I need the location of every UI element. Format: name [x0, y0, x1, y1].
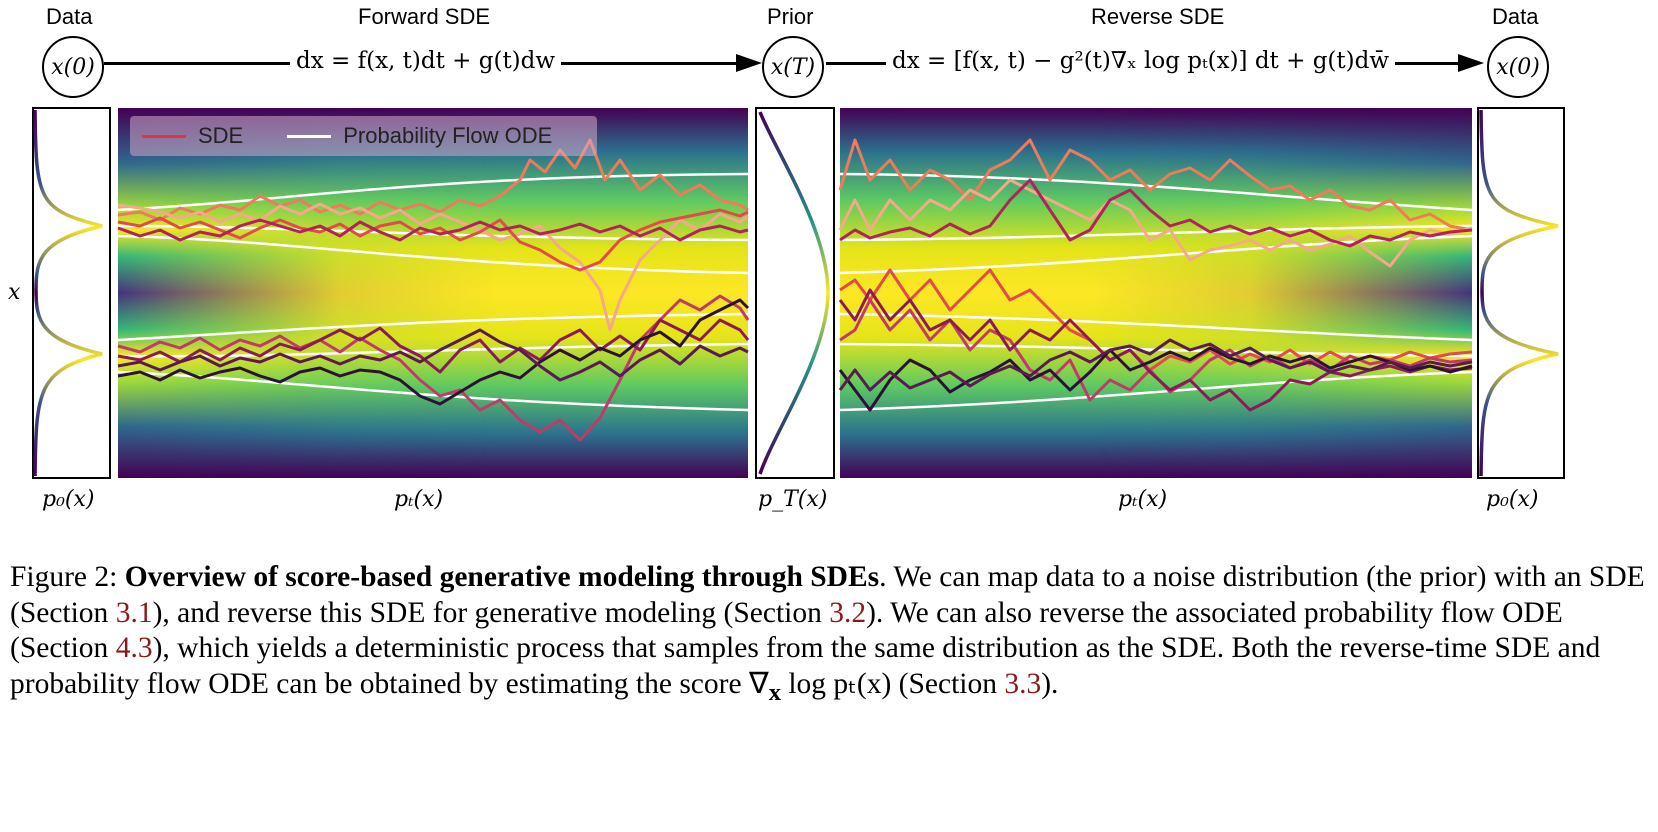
legend: SDE Probability Flow ODE [130, 116, 597, 156]
header-data-left: Data [46, 4, 93, 29]
figure-panels [32, 107, 1565, 479]
caption-figure-label: Figure 2: [10, 561, 118, 593]
label-pt-left: pₜ(x) [388, 487, 450, 512]
caption-title: Overview of score-based generative model… [124, 561, 880, 593]
label-pT: p_T(x) [752, 487, 834, 512]
y-axis-label: x [8, 280, 21, 305]
node-xT: x(T) [762, 36, 824, 98]
caption-text-3: ). We can also reverse the associated pr… [10, 596, 1563, 665]
header-prior: Prior [767, 4, 814, 29]
label-p0-left: p₀(x) [36, 487, 101, 512]
caption-text-4: ), which yields a deterministic process … [10, 632, 1601, 700]
caption-ref-1[interactable]: 3.1 [115, 596, 153, 629]
forward-arrowhead [736, 54, 762, 72]
left-density-panel [32, 107, 111, 479]
header-reverse-sde: Reverse SDE [1091, 4, 1225, 29]
legend-ode-label: Probability Flow ODE [343, 123, 553, 148]
node-x0-left: x(0) [42, 36, 104, 98]
header-forward-sde: Forward SDE [358, 4, 491, 29]
forward-sde-paths [117, 138, 750, 442]
reverse-sde-paths [838, 138, 1473, 412]
figure-caption: Figure 2: Overview of score-based genera… [10, 560, 1650, 710]
node-x0-right: x(0) [1487, 36, 1549, 98]
forward-equation: dx = f(x, t)dt + g(t)dw [290, 48, 562, 74]
label-pt-right: pₜ(x) [1112, 487, 1174, 512]
label-p0-right: p₀(x) [1480, 487, 1545, 512]
reverse-heatmap [840, 108, 1472, 478]
caption-ref-2[interactable]: 3.2 [829, 596, 867, 629]
caption-text-5: log pₜ(x) (Section [780, 667, 1005, 700]
caption-text-6: ). [1041, 667, 1059, 700]
prior-density-panel [755, 107, 835, 479]
header-data-right: Data [1492, 4, 1539, 29]
legend-sde-swatch [142, 134, 186, 138]
caption-text-2: ), and reverse this SDE for generative m… [152, 596, 830, 629]
reverse-arrowhead [1458, 54, 1484, 72]
caption-text-1: . We can map data to a noise distributio… [10, 561, 1645, 629]
legend-ode-swatch [287, 134, 332, 138]
legend-sde-label: SDE [198, 123, 244, 148]
caption-score-x: x [768, 678, 781, 706]
reverse-equation: dx = [f(x, t) − g²(t)∇ₓ log pₜ(x)] dt + … [886, 48, 1396, 74]
caption-ref-3[interactable]: 4.3 [115, 632, 153, 664]
caption-ref-4[interactable]: 3.3 [1004, 667, 1042, 700]
right-density-panel [1477, 107, 1565, 479]
forward-heatmap [118, 108, 748, 478]
